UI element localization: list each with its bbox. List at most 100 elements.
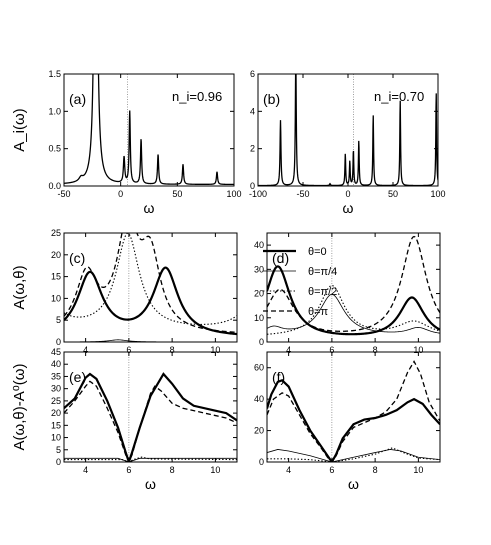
x-tick-label: 6 bbox=[126, 345, 131, 355]
x-tick-label: 10 bbox=[413, 465, 423, 475]
x-tick-label: 4 bbox=[286, 465, 291, 475]
y-tick-label: 40 bbox=[51, 359, 61, 369]
y-axis-label: A(ω,θ) bbox=[11, 265, 28, 309]
x-tick-label: 8 bbox=[373, 465, 378, 475]
panel-label: (c) bbox=[69, 250, 85, 266]
x-axis-label: ω bbox=[343, 200, 354, 216]
y-tick-label: 15 bbox=[51, 420, 61, 430]
annotation: n_i=0.70 bbox=[374, 89, 424, 104]
y-tick-label: 45 bbox=[51, 347, 61, 357]
axes-frame bbox=[266, 351, 441, 463]
y-tick-label: 30 bbox=[254, 264, 264, 274]
x-tick-label: -100 bbox=[249, 189, 267, 199]
plot-area bbox=[64, 74, 234, 186]
y-axis-label: A(ω,θ)-A⁰(ω) bbox=[11, 364, 28, 451]
x-tick-label: 6 bbox=[329, 465, 334, 475]
panel-d: 4 6 8 10 0 10 20 30 40 (d) bbox=[254, 232, 441, 355]
y-tick-label: 20 bbox=[254, 289, 264, 299]
y-tick-label: 10 bbox=[51, 293, 61, 303]
series-line bbox=[267, 265, 440, 336]
series-line bbox=[267, 293, 440, 334]
y-tick-label: 60 bbox=[254, 363, 264, 373]
panel-label: (a) bbox=[69, 91, 86, 107]
x-tick-label: -50 bbox=[57, 189, 70, 199]
series-line bbox=[64, 233, 237, 325]
axes-frame bbox=[63, 232, 238, 343]
legend-label: θ=π/4 bbox=[308, 266, 337, 278]
series-line bbox=[267, 449, 440, 462]
x-tick-label: 100 bbox=[226, 189, 241, 199]
panel-label: (e) bbox=[69, 369, 86, 385]
legend: θ=0 θ=π/4 θ=π/2 θ=π bbox=[263, 246, 337, 318]
y-tick-label: 40 bbox=[254, 240, 264, 250]
spectrum-line bbox=[64, 74, 234, 186]
y-tick-label: 10 bbox=[254, 313, 264, 323]
series-line bbox=[267, 447, 440, 462]
y-tick-label: 1.5 bbox=[48, 69, 61, 79]
x-tick-label: -50 bbox=[296, 189, 309, 199]
series-line bbox=[267, 379, 440, 462]
panel-b: -100 -50 0 50 100 0 2 4 6 (b) n_i=0.70 ω bbox=[249, 69, 446, 216]
axes-frame bbox=[63, 73, 235, 187]
panel-a: -50 0 50 100 0.0 0.5 1.0 1.5 (a) n_i=0.96 ω A_i(ω) bbox=[11, 69, 242, 216]
x-tick-label: 10 bbox=[413, 345, 423, 355]
y-tick-label: 25 bbox=[51, 396, 61, 406]
legend-label: θ=π bbox=[308, 306, 329, 318]
series-line bbox=[64, 457, 237, 462]
x-axis-label: ω bbox=[144, 200, 155, 216]
x-tick-label: 50 bbox=[172, 189, 182, 199]
x-tick-label: 8 bbox=[170, 465, 175, 475]
y-tick-label: 25 bbox=[51, 228, 61, 238]
y-tick-label: 15 bbox=[51, 272, 61, 282]
panel-c: 4 6 8 10 0 5 10 15 20 25 (c) A(ω,θ) bbox=[11, 228, 238, 355]
y-tick-label: 5 bbox=[56, 315, 61, 325]
x-tick-label: 10 bbox=[210, 465, 220, 475]
y-tick-label: 4 bbox=[250, 106, 255, 116]
y-tick-label: 0.5 bbox=[48, 144, 61, 154]
legend-label: θ=π/2 bbox=[308, 286, 337, 298]
x-tick-label: 4 bbox=[83, 465, 88, 475]
y-tick-label: 35 bbox=[51, 371, 61, 381]
panel-label: (b) bbox=[263, 91, 280, 107]
x-tick-label: 8 bbox=[373, 345, 378, 355]
y-tick-label: 10 bbox=[51, 433, 61, 443]
x-tick-label: 4 bbox=[286, 345, 291, 355]
panel-f: 4 6 8 10 0 20 40 60 (f) ω bbox=[254, 351, 441, 492]
series-line bbox=[267, 284, 440, 335]
y-tick-label: 20 bbox=[51, 408, 61, 418]
y-tick-label: 2 bbox=[250, 144, 255, 154]
x-tick-label: 6 bbox=[126, 465, 131, 475]
plot-area bbox=[267, 360, 440, 462]
y-tick-label: 1.0 bbox=[48, 106, 61, 116]
series-line bbox=[64, 380, 237, 462]
x-tick-label: 0 bbox=[345, 189, 350, 199]
y-tick-label: 0.0 bbox=[48, 181, 61, 191]
plot-area bbox=[64, 372, 237, 462]
axes-frame bbox=[63, 351, 238, 463]
x-tick-label: 6 bbox=[329, 345, 334, 355]
x-axis-label: ω bbox=[145, 476, 156, 492]
x-axis-label: ω bbox=[348, 476, 359, 492]
plot-area bbox=[64, 233, 237, 342]
series-line bbox=[64, 372, 237, 462]
panel-label: (f) bbox=[272, 369, 285, 385]
y-tick-label: 20 bbox=[51, 250, 61, 260]
y-tick-label: 6 bbox=[250, 69, 255, 79]
series-line bbox=[267, 360, 440, 462]
legend-label: θ=0 bbox=[308, 246, 327, 258]
panel-label: (d) bbox=[272, 250, 289, 266]
axes-frame bbox=[266, 232, 441, 343]
y-tick-label: 5 bbox=[56, 445, 61, 455]
x-tick-label: 100 bbox=[430, 189, 445, 199]
panel-e: 4 6 8 10 0 5 10 15 20 25 30 35 40 45 (e) ω A(ω,θ)-A⁰(ω) bbox=[11, 347, 238, 492]
y-tick-label: 30 bbox=[51, 384, 61, 394]
y-axis-label: A_i(ω) bbox=[11, 108, 28, 151]
x-tick-label: 0 bbox=[118, 189, 123, 199]
y-tick-label: 0 bbox=[250, 181, 255, 191]
annotation: n_i=0.96 bbox=[172, 89, 222, 104]
y-tick-label: 0 bbox=[259, 457, 264, 467]
series-line bbox=[64, 233, 237, 333]
x-tick-label: 4 bbox=[83, 345, 88, 355]
y-tick-label: 0 bbox=[56, 457, 61, 467]
